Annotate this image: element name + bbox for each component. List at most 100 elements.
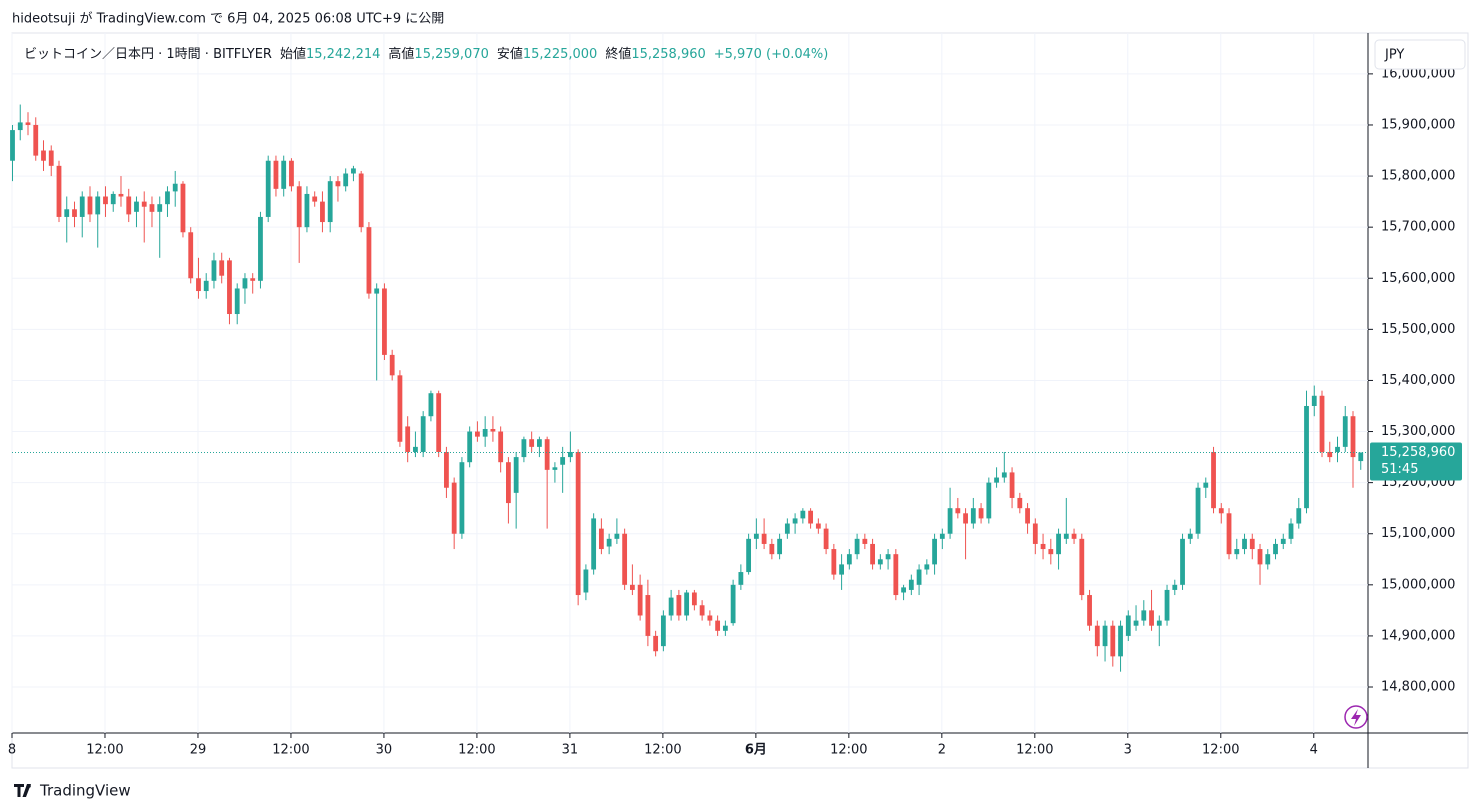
candle-body [188, 232, 194, 279]
candle-body [777, 538, 783, 555]
candle-body [660, 615, 666, 647]
candle-body [320, 201, 325, 223]
y-tick-label: 15,700,000 [1381, 220, 1455, 235]
candle-body [196, 278, 201, 292]
candle-body [800, 510, 806, 519]
candle-body [382, 288, 387, 355]
candle-body [1187, 533, 1193, 539]
candle-body [924, 564, 930, 570]
candle-body [141, 201, 147, 207]
candle-body [1335, 446, 1340, 452]
page-header: hideotsuji が TradingView.com で 6月 04, 20… [12, 12, 444, 27]
x-tick-label: 12:00 [1202, 743, 1239, 758]
candle-body [180, 183, 186, 233]
candle-body [56, 165, 62, 217]
candle-body [506, 462, 511, 504]
candle-body [219, 260, 225, 276]
x-tick-label: 12:00 [830, 743, 867, 758]
candle-body [552, 467, 558, 470]
candle-body [893, 554, 899, 596]
x-tick-label: 12:00 [1016, 743, 1053, 758]
candle-body [544, 439, 550, 470]
candle-body [715, 620, 721, 631]
candle-body [761, 533, 767, 544]
candle-body [498, 431, 504, 463]
candle-body [815, 523, 821, 529]
candle-body [947, 508, 953, 534]
y-tick-label: 15,900,000 [1381, 117, 1455, 132]
candle-body [1311, 395, 1317, 406]
y-tick-label: 15,100,000 [1381, 526, 1455, 541]
candle-body [784, 523, 790, 534]
y-tick-label: 14,800,000 [1381, 680, 1455, 695]
currency[interactable]: JPY [1384, 48, 1404, 63]
candle-body [1048, 549, 1054, 555]
chart-frame [11, 32, 1469, 769]
candle-body [707, 615, 713, 621]
candle-body [1288, 523, 1294, 539]
candle-body [908, 579, 914, 590]
candle-body [932, 538, 937, 565]
candle-body [265, 160, 271, 217]
x-tick-label: 12:00 [272, 743, 309, 758]
candle-body [118, 193, 124, 197]
candle-body [521, 439, 527, 458]
last-price-label: 15,258,960 [1381, 445, 1455, 460]
candle-body [436, 393, 442, 452]
candle-body [64, 209, 70, 217]
candle-body [575, 451, 581, 596]
candle-body [1040, 543, 1046, 550]
candle-body [963, 513, 968, 524]
x-tick-label: 12:00 [458, 743, 495, 758]
candle-body [234, 288, 240, 315]
currency-button[interactable] [1374, 39, 1466, 70]
candle-body [753, 533, 759, 539]
candle-body [699, 605, 705, 616]
candle-body [792, 518, 798, 524]
candle-body [149, 204, 155, 212]
candle-body [343, 173, 349, 187]
x-tick-label: 30 [376, 743, 393, 758]
candle-body [668, 597, 674, 616]
candle-body [839, 564, 844, 575]
y-tick-label: 15,000,000 [1381, 577, 1455, 592]
candle-body [901, 587, 906, 593]
candle-body [994, 477, 999, 483]
candle-body [1304, 405, 1309, 509]
candle-body [273, 160, 279, 189]
candle-body [1234, 549, 1240, 555]
candle-body [1257, 549, 1263, 565]
candle-body [366, 227, 372, 294]
candle-body [1180, 538, 1185, 585]
candle-body [1296, 508, 1302, 524]
candle-body [459, 462, 465, 534]
candle-body [645, 595, 651, 636]
candle-body [684, 592, 690, 616]
legend-key: 高値 [388, 46, 414, 62]
candle-body [955, 508, 961, 514]
candle-body [490, 428, 496, 432]
y-tick-label: 15,400,000 [1381, 373, 1455, 388]
candle-body [978, 508, 984, 519]
candle-body [637, 584, 643, 616]
candle-body [1118, 625, 1123, 657]
candle-body [885, 554, 891, 560]
candle-body [529, 439, 535, 447]
x-tick-label: 6月 [745, 743, 767, 758]
candle-body [1218, 508, 1224, 514]
candle-body [1319, 395, 1325, 452]
candle-body [103, 196, 108, 205]
candle-body [405, 426, 411, 452]
candle-body [629, 584, 635, 590]
candle-body [738, 572, 744, 585]
candle-body [351, 168, 356, 174]
candle-body [1079, 538, 1085, 596]
legend-key: 始値 [280, 46, 306, 62]
candle-body [203, 280, 209, 292]
candle-body [1125, 615, 1131, 636]
candle-body [1032, 523, 1038, 544]
candle-body [157, 204, 163, 212]
candle-body [281, 160, 287, 189]
candle-body [831, 549, 837, 575]
